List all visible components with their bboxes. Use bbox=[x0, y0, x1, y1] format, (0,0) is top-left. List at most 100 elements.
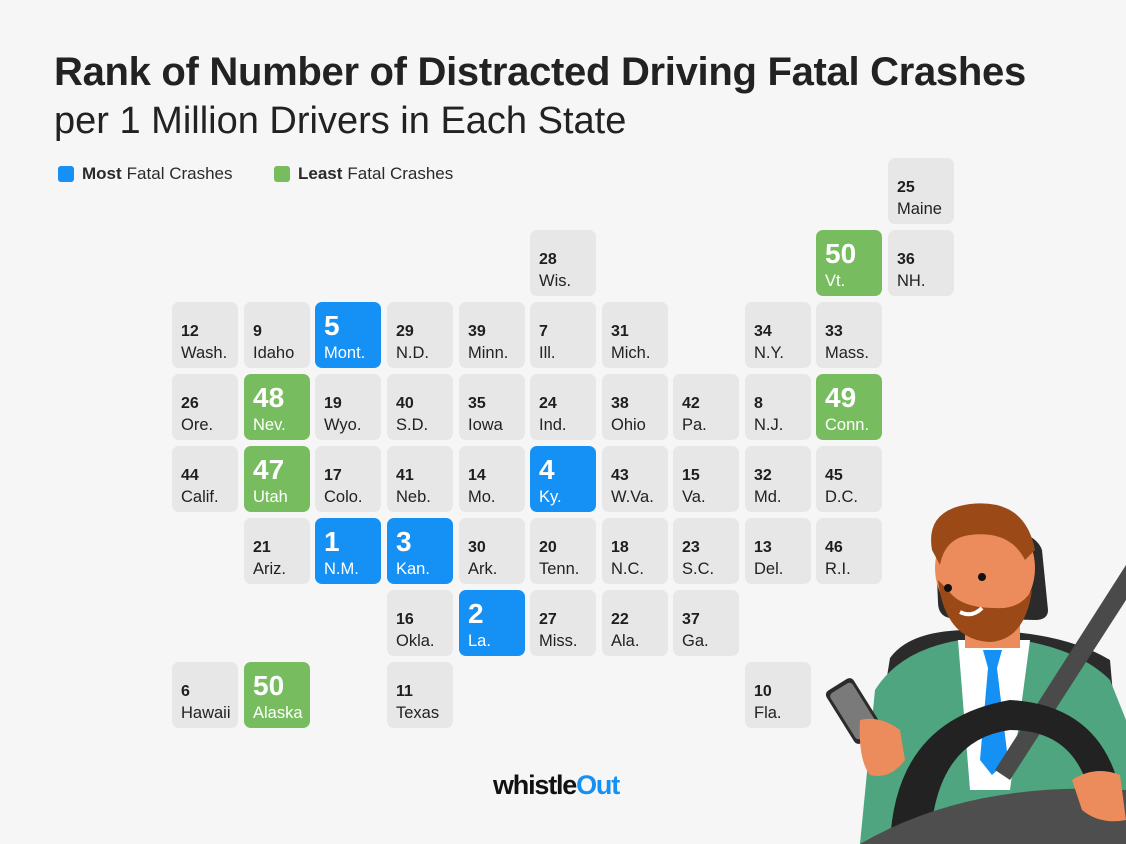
legend-least-label: Fatal Crashes bbox=[347, 164, 454, 183]
state-rank: 3 bbox=[396, 526, 412, 557]
state-rank: 5 bbox=[324, 310, 340, 341]
state-rank: 46 bbox=[825, 539, 843, 556]
state-tile: 20 Tenn. bbox=[530, 518, 596, 584]
state-abbr: Ala. bbox=[611, 632, 640, 650]
state-tile: 9 Idaho bbox=[244, 302, 310, 368]
state-abbr: Ga. bbox=[682, 632, 709, 650]
state-rank: 29 bbox=[396, 323, 414, 340]
state-rank: 20 bbox=[539, 539, 557, 556]
state-rank: 34 bbox=[754, 323, 772, 340]
state-tile: 42 Pa. bbox=[673, 374, 739, 440]
state-rank: 25 bbox=[897, 179, 915, 196]
state-rank: 22 bbox=[611, 611, 629, 628]
state-abbr: Neb. bbox=[396, 488, 431, 506]
state-rank: 47 bbox=[253, 454, 285, 485]
state-rank: 13 bbox=[754, 539, 772, 556]
state-tile: 32 Md. bbox=[745, 446, 811, 512]
state-rank: 42 bbox=[682, 395, 700, 412]
state-abbr: Fla. bbox=[754, 704, 782, 722]
state-abbr: D.C. bbox=[825, 488, 858, 506]
state-tile: 24 Ind. bbox=[530, 374, 596, 440]
state-tile: 38 Ohio bbox=[602, 374, 668, 440]
legend-swatch-least bbox=[274, 166, 290, 182]
state-abbr: Conn. bbox=[825, 416, 870, 434]
state-abbr: N.Y. bbox=[754, 344, 784, 362]
state-abbr: Ill. bbox=[539, 344, 556, 362]
state-abbr: Maine bbox=[897, 200, 942, 218]
state-rank: 11 bbox=[396, 683, 413, 700]
legend-least-bold: Least bbox=[298, 164, 343, 183]
state-rank: 16 bbox=[396, 611, 414, 628]
state-rank: 36 bbox=[897, 251, 915, 268]
state-rank: 4 bbox=[539, 454, 555, 485]
state-abbr: Md. bbox=[754, 488, 782, 506]
state-tile: 36 NH. bbox=[888, 230, 954, 296]
state-abbr: Wis. bbox=[539, 272, 572, 290]
state-abbr: Ore. bbox=[181, 416, 214, 434]
state-rank: 50 bbox=[825, 238, 857, 269]
state-tile: 21 Ariz. bbox=[244, 518, 310, 584]
state-rank: 28 bbox=[539, 251, 557, 268]
state-rank: 31 bbox=[611, 323, 629, 340]
state-tile: 46 R.I. bbox=[816, 518, 882, 584]
state-abbr: Tenn. bbox=[539, 560, 580, 578]
state-rank: 27 bbox=[539, 611, 557, 628]
state-abbr: Miss. bbox=[539, 632, 578, 650]
state-tile: 45 D.C. bbox=[816, 446, 882, 512]
state-tile: 37 Ga. bbox=[673, 590, 739, 656]
legend-most-bold: Most bbox=[82, 164, 122, 183]
state-rank: 45 bbox=[825, 467, 843, 484]
chart-subtitle: per 1 Million Drivers in Each State bbox=[54, 100, 627, 142]
state-abbr: Mont. bbox=[324, 344, 366, 362]
state-abbr: Utah bbox=[253, 488, 288, 506]
state-tile: 10 Fla. bbox=[745, 662, 811, 728]
state-tile: 50 Vt. bbox=[816, 230, 882, 296]
state-rank: 21 bbox=[253, 539, 271, 556]
state-abbr: Ark. bbox=[468, 560, 498, 578]
state-rank: 32 bbox=[754, 467, 772, 484]
state-abbr: N.D. bbox=[396, 344, 429, 362]
state-tile: 30 Ark. bbox=[459, 518, 525, 584]
state-rank: 7 bbox=[539, 323, 548, 340]
state-tile: 13 Del. bbox=[745, 518, 811, 584]
state-tile: 49 Conn. bbox=[816, 374, 882, 440]
state-tile: 19 Wyo. bbox=[315, 374, 381, 440]
state-tile: 48 Nev. bbox=[244, 374, 310, 440]
state-rank: 8 bbox=[754, 395, 763, 412]
state-abbr: Texas bbox=[396, 704, 440, 722]
state-abbr: Nev. bbox=[253, 416, 286, 434]
state-tile: 40 S.D. bbox=[387, 374, 453, 440]
state-rank: 15 bbox=[682, 467, 700, 484]
state-tile: 8 N.J. bbox=[745, 374, 811, 440]
state-tile: 25 Maine bbox=[888, 158, 954, 224]
state-tile: 28 Wis. bbox=[530, 230, 596, 296]
state-rank: 19 bbox=[324, 395, 342, 412]
state-abbr: Mich. bbox=[611, 344, 651, 362]
state-rank: 17 bbox=[324, 467, 342, 484]
state-abbr: Ohio bbox=[611, 416, 646, 434]
state-abbr: La. bbox=[468, 632, 491, 650]
state-abbr: S.C. bbox=[682, 560, 715, 578]
state-abbr: S.D. bbox=[396, 416, 429, 434]
state-tile: 31 Mich. bbox=[602, 302, 668, 368]
state-abbr: Mo. bbox=[468, 488, 496, 506]
state-abbr: Ind. bbox=[539, 416, 567, 434]
state-abbr: Del. bbox=[754, 560, 784, 578]
state-tile: 34 N.Y. bbox=[745, 302, 811, 368]
state-tile: 26 Ore. bbox=[172, 374, 238, 440]
state-rank: 35 bbox=[468, 395, 486, 412]
state-rank: 30 bbox=[468, 539, 486, 556]
state-rank: 43 bbox=[611, 467, 629, 484]
state-abbr: Ky. bbox=[539, 488, 562, 506]
state-abbr: Hawaii bbox=[181, 704, 231, 722]
legend-swatch-most bbox=[58, 166, 74, 182]
state-rank: 41 bbox=[396, 467, 414, 484]
state-rank: 44 bbox=[181, 467, 199, 484]
state-tile: 22 Ala. bbox=[602, 590, 668, 656]
state-abbr: Okla. bbox=[396, 632, 435, 650]
state-abbr: Colo. bbox=[324, 488, 363, 506]
state-tile: 44 Calif. bbox=[172, 446, 238, 512]
state-tile: 27 Miss. bbox=[530, 590, 596, 656]
state-tile: 39 Minn. bbox=[459, 302, 525, 368]
legend-least: Least Fatal Crashes bbox=[274, 164, 453, 184]
